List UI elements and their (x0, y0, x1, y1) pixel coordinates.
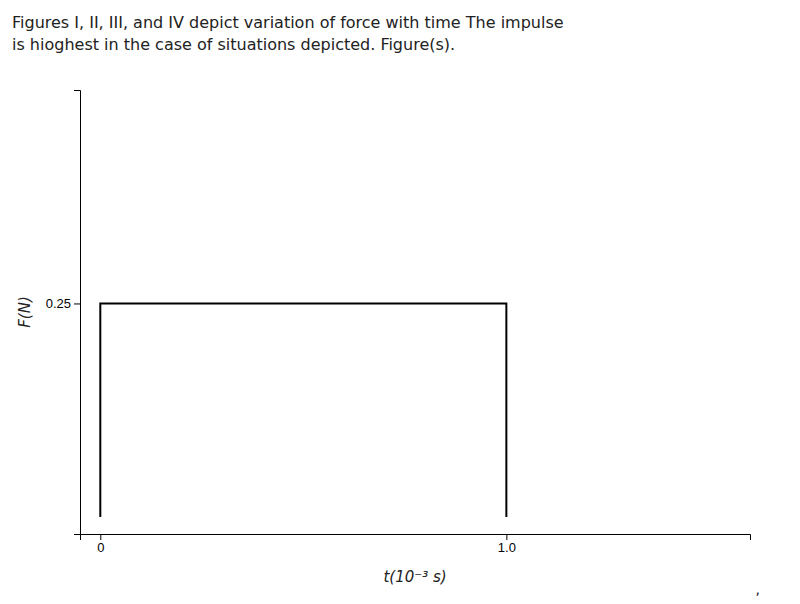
x-axis-title: t(10⁻³ s) (383, 568, 446, 586)
tick: 0.25 (46, 296, 80, 311)
x-axis-line (81, 535, 751, 541)
line (100, 303, 506, 516)
chart: Figures I, II, III, and IV depict variat… (0, 0, 800, 604)
tick-label: 0 (97, 540, 104, 555)
y-axis-title: F(N) (16, 296, 34, 328)
tick-mark (506, 534, 507, 540)
marks (100, 303, 506, 516)
tick: 1.0 (498, 534, 516, 555)
annotation: , (756, 581, 760, 597)
plot: 01.00.25t(10⁻³ s)F(N) (16, 91, 751, 587)
tick-mark (74, 303, 80, 304)
x-axis: 01.0 (81, 534, 751, 555)
title-line: is hioghest in the case of situations de… (12, 35, 455, 54)
tick-label: 1.0 (498, 540, 516, 555)
tick-label: 0.25 (46, 296, 71, 311)
y-axis: 0.25 (46, 91, 81, 535)
title-line: Figures I, II, III, and IV depict variat… (12, 13, 564, 32)
tick-mark (100, 534, 101, 540)
tick: 0 (97, 534, 104, 555)
title: Figures I, II, III, and IV depict variat… (12, 13, 564, 54)
y-axis-line (74, 91, 81, 535)
